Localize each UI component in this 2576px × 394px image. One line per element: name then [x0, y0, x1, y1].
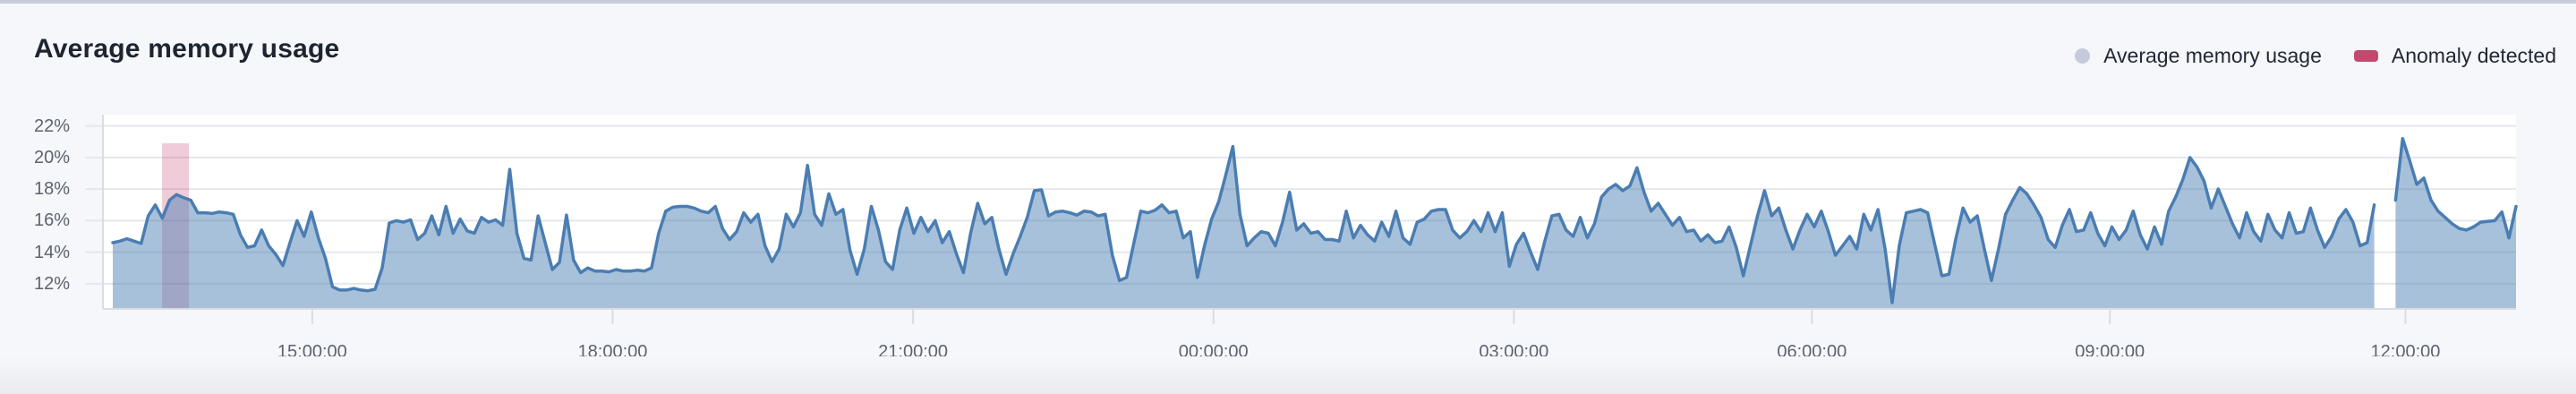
y-axis-tick-label: 12%: [33, 273, 70, 294]
anomaly-band: [162, 143, 190, 309]
y-axis-tick-label: 22%: [33, 116, 70, 136]
y-axis-tick-label: 20%: [33, 147, 70, 167]
legend: Average memory usage Anomaly detected: [2075, 41, 2556, 70]
legend-item-average-memory-usage[interactable]: Average memory usage: [2075, 44, 2322, 68]
legend-label: Anomaly detected: [2391, 43, 2556, 67]
chart-title: Average memory usage: [34, 34, 340, 64]
legend-label: Average memory usage: [2103, 43, 2322, 67]
memory-usage-area: [2395, 138, 2516, 309]
memory-usage-area: [113, 146, 2375, 309]
memory-usage-line: [111, 144, 2376, 304]
legend-item-anomaly-detected[interactable]: Anomaly detected: [2353, 43, 2556, 68]
legend-dot-icon: [2075, 47, 2091, 64]
top-border-strip: [0, 0, 2576, 4]
memory-usage-line: [2393, 137, 2518, 240]
bottom-fade: [0, 356, 2576, 394]
y-axis-tick-label: 18%: [33, 179, 70, 200]
legend-anomaly-swatch-icon: [2353, 49, 2378, 62]
y-axis-tick-label: 14%: [33, 242, 70, 262]
y-axis-tick-label: 16%: [33, 210, 70, 231]
